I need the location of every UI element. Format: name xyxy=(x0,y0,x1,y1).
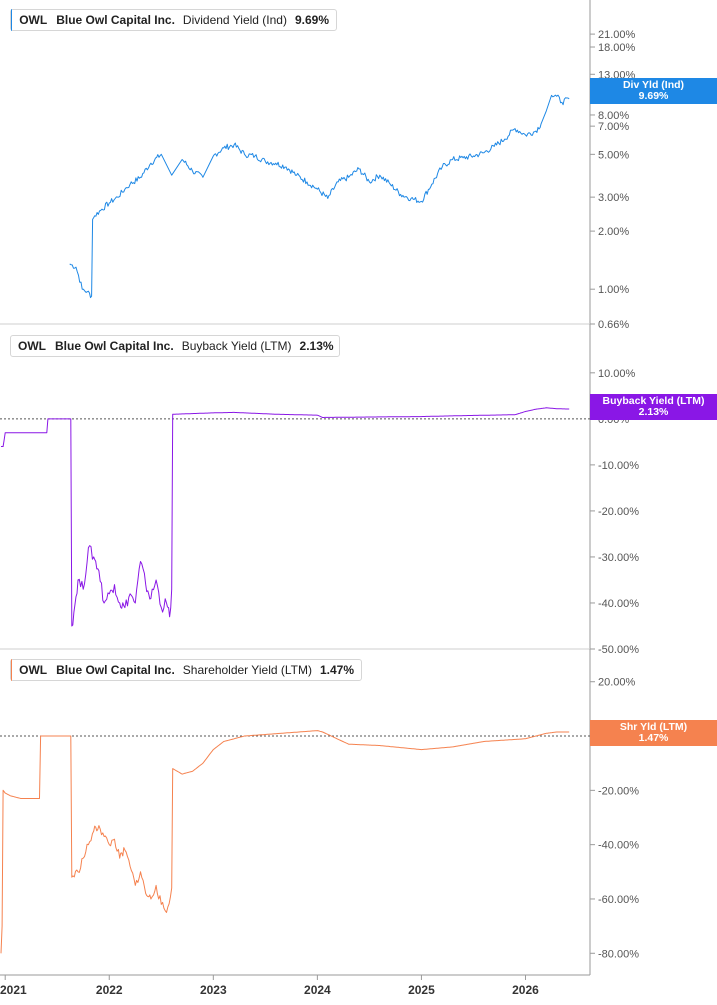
shareholder-y-tick-label: -80.00% xyxy=(598,948,639,960)
shareholder-legend-swatch xyxy=(11,659,13,681)
buyback-y-tick-label: 10.00% xyxy=(598,368,636,380)
legend-value: 1.47% xyxy=(319,663,354,677)
legend-value: 9.69% xyxy=(294,13,329,27)
buyback-y-tick-label: -50.00% xyxy=(598,644,639,656)
buyback-legend: OWL Blue Owl Capital Inc. Buyback Yield … xyxy=(10,335,340,357)
shareholder-y-tick-label: -60.00% xyxy=(598,894,639,906)
shareholder-y-tick-label: 20.00% xyxy=(598,677,636,689)
shareholder-series-line xyxy=(0,730,570,954)
legend-metric: Buyback Yield (LTM) xyxy=(181,339,292,353)
dividend-y-tick-label: 21.00% xyxy=(598,29,636,41)
legend-metric: Dividend Yield (Ind) xyxy=(182,13,287,27)
buyback-y-tick-label: -30.00% xyxy=(598,552,639,564)
badge-value: 1.47% xyxy=(638,732,669,744)
buyback-y-tick-label: -20.00% xyxy=(598,506,639,518)
x-tick-label: 2026 xyxy=(512,983,539,997)
dividend-y-tick-label: 0.66% xyxy=(598,319,629,331)
x-tick-label: 2025 xyxy=(408,983,435,997)
dividend-y-tick-label: 1.00% xyxy=(598,284,629,296)
dividend-series-line xyxy=(69,94,570,299)
dividend-value-badge: Div Yld (Ind) 9.69% xyxy=(590,78,717,104)
x-axis: 2021 2022 2023 2024 2025 2026 xyxy=(0,974,590,997)
buyback-y-tick-label: -40.00% xyxy=(598,598,639,610)
x-tick-label: 2023 xyxy=(200,983,227,997)
badge-label: Div Yld (Ind) xyxy=(622,79,685,91)
shareholder-y-tick-label: -20.00% xyxy=(598,785,639,797)
shareholder-value-badge: Shr Yld (LTM) 1.47% xyxy=(590,720,717,746)
dividend-y-tick-label: 18.00% xyxy=(598,42,636,54)
dividend-yield-panel: 21.00%18.00%13.00%8.00%7.00%5.00%3.00%2.… xyxy=(69,0,636,331)
dividend-y-tick-label: 7.00% xyxy=(598,121,629,133)
dividend-legend-swatch xyxy=(11,9,13,31)
badge-value: 9.69% xyxy=(638,90,669,102)
dividend-y-tick-label: 3.00% xyxy=(598,192,629,204)
x-tick-label: 2021 xyxy=(0,983,27,997)
dividend-y-tick-label: 2.00% xyxy=(598,226,629,238)
shareholder-yield-panel: 20.00%0.00%-20.00%-40.00%-60.00%-80.00% xyxy=(0,648,639,975)
legend-ticker: OWL xyxy=(19,663,48,677)
badge-label: Shr Yld (LTM) xyxy=(619,721,688,733)
buyback-y-tick-label: -10.00% xyxy=(598,460,639,472)
buyback-yield-panel: 10.00%0.00%-10.00%-20.00%-30.00%-40.00%-… xyxy=(0,323,639,656)
legend-company: Blue Owl Capital Inc. xyxy=(55,339,174,353)
legend-company: Blue Owl Capital Inc. xyxy=(56,13,175,27)
dividend-y-tick-label: 8.00% xyxy=(598,110,629,122)
legend-company: Blue Owl Capital Inc. xyxy=(56,663,175,677)
legend-metric: Shareholder Yield (LTM) xyxy=(182,663,312,677)
buyback-value-badge: Buyback Yield (LTM) 2.13% xyxy=(590,394,717,420)
dividend-y-tick-label: 5.00% xyxy=(598,149,629,161)
badge-value: 2.13% xyxy=(638,406,669,418)
legend-ticker: OWL xyxy=(19,13,48,27)
shareholder-legend: OWL Blue Owl Capital Inc. Shareholder Yi… xyxy=(10,659,362,681)
badge-label: Buyback Yield (LTM) xyxy=(602,395,705,407)
buyback-series-line xyxy=(1,407,570,627)
x-tick-label: 2022 xyxy=(96,983,123,997)
x-tick-label: 2024 xyxy=(304,983,331,997)
dividend-legend: OWL Blue Owl Capital Inc. Dividend Yield… xyxy=(10,9,337,31)
legend-value: 2.13% xyxy=(299,339,334,353)
shareholder-y-tick-label: -40.00% xyxy=(598,840,639,852)
legend-ticker: OWL xyxy=(18,339,46,353)
